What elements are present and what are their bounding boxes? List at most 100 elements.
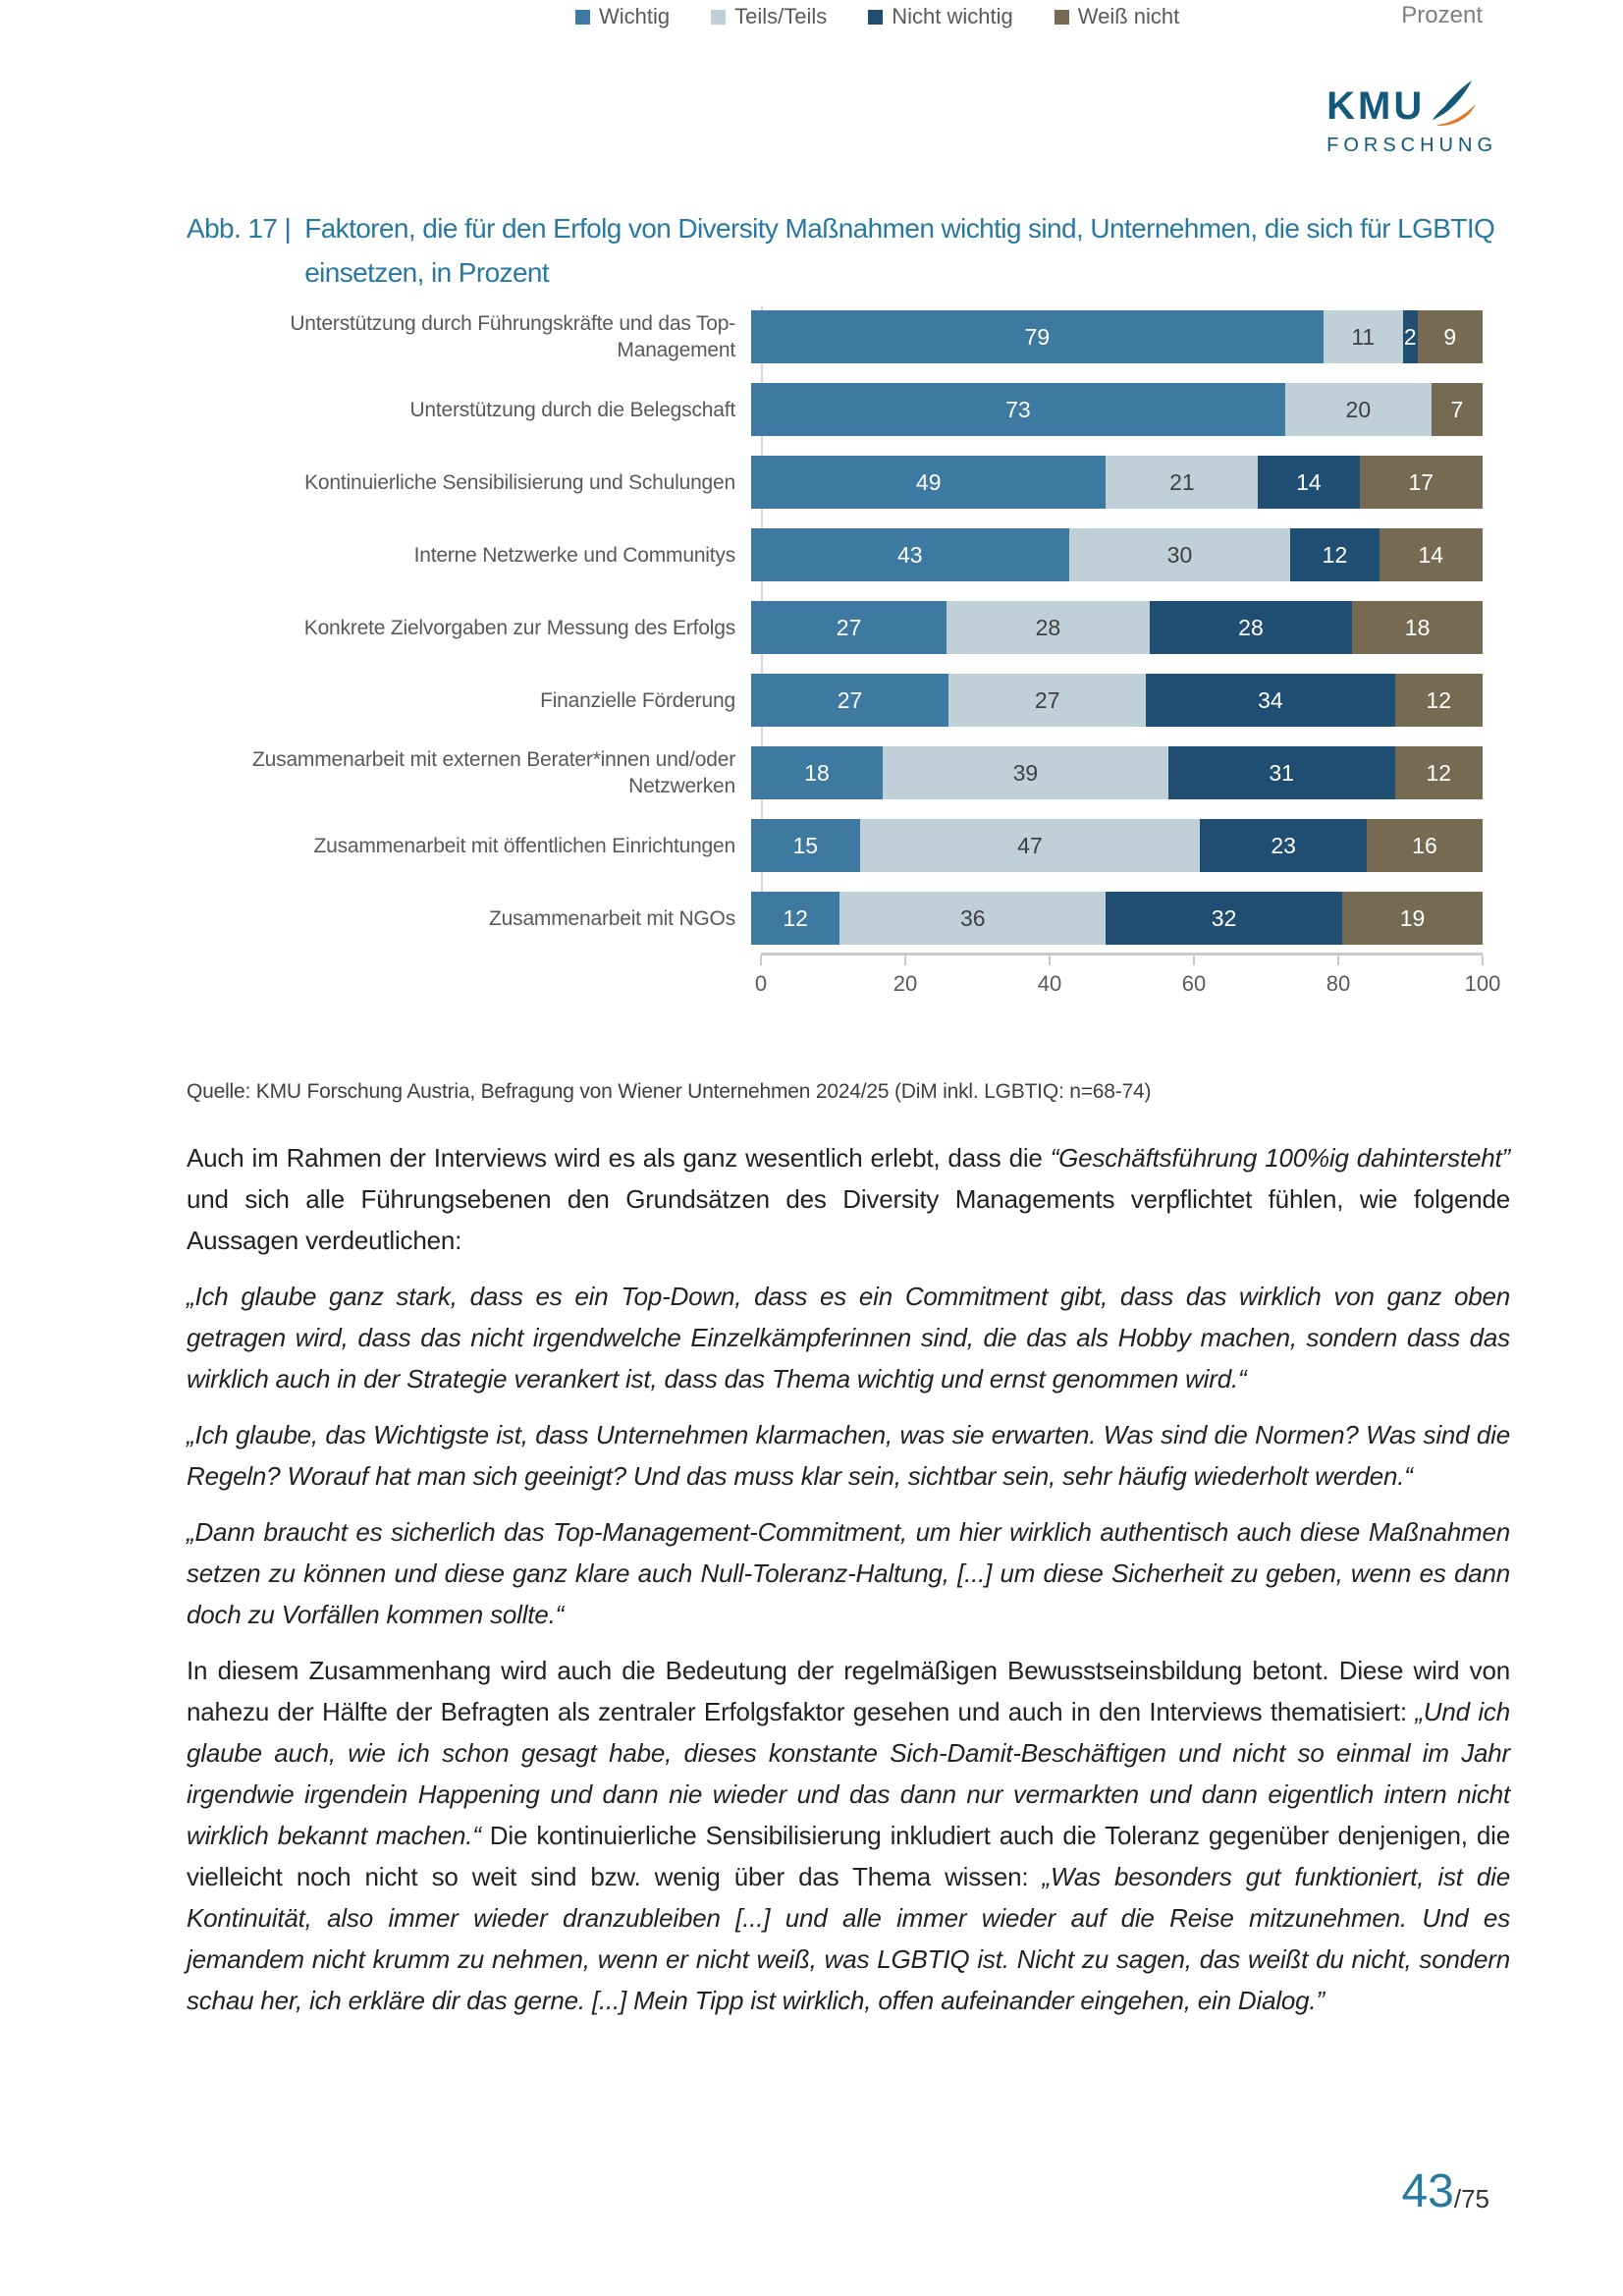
bar-segment: 73 [751,383,1285,436]
logo-kmu-text: KMU [1326,84,1426,128]
bar-segment: 14 [1258,456,1360,509]
x-axis-tick [1193,956,1195,965]
chart-row: Zusammenarbeit mit NGOs 12 36 32 19 [187,892,1483,945]
bar-track: 12 36 32 19 [751,892,1483,945]
category-label: Zusammenarbeit mit öffentlichen Einricht… [313,834,735,857]
chart-legend: Wichtig Teils/Teils Nicht wichtig Weiß nich… [187,0,1483,33]
bar-segment: 34 [1146,674,1395,727]
bar-segment: 18 [1352,601,1483,654]
x-axis-tick-label: 100 [1464,971,1501,996]
x-axis-tick [1337,956,1339,965]
chart-row: Zusammenarbeit mit externen Berater*inne… [187,746,1483,799]
bar-segment: 47 [859,819,1201,872]
bar-segment: 39 [883,746,1168,799]
category-label: Konkrete Zielvorgaben zur Messung des Er… [303,616,735,639]
category-label: Unterstützung durch Führungskräfte und d… [290,312,735,361]
inline-quote: “Geschäftsführung 100%ig dahintersteht” [1050,1143,1510,1173]
bar-segment: 12 [1394,674,1483,727]
figure-title: Abb. 17 | Faktoren, die für den Erfolg v… [187,206,1510,295]
category-label: Interne Netzwerke und Communitys [413,543,736,567]
legend-item: Teils/Teils [711,4,827,29]
x-axis-tick [760,956,762,965]
bar-segment: 16 [1366,819,1483,872]
bar-segment: 79 [751,310,1324,363]
bar-segment: 31 [1167,746,1395,799]
bar-track: 27 27 34 12 [751,674,1483,727]
bar-segment: 9 [1417,310,1483,363]
bar-segment: 17 [1359,456,1483,509]
chart-row: Unterstützung durch Führungskräfte und d… [187,310,1483,363]
legend-item: Weiß nicht [1054,4,1180,29]
legend-label: Teils/Teils [734,4,828,28]
source-note: Quelle: KMU Forschung Austria, Befragung… [187,1080,1152,1103]
category-label: Kontinuierliche Sensibilisierung und Sch… [304,470,735,494]
legend-swatch [575,9,590,25]
x-axis-tick [904,956,906,965]
bar-segment: 12 [751,892,840,945]
bar-segment: 28 [947,601,1150,654]
chart-row: Unterstützung durch die Belegschaft 73 20 7 [187,383,1483,436]
bar-track: 18 39 31 12 [751,746,1483,799]
block-quote: „Dann braucht es sicherlich das Top-Mana… [187,1517,1510,1629]
legend-item: Wichtig [575,4,670,29]
x-axis-tick-label: 40 [1037,971,1062,996]
category-label: Unterstützung durch die Belegschaft [409,398,735,421]
paragraph: Auch im Rahmen der Interviews wird es al… [187,1137,1510,1261]
chart-row: Interne Netzwerke und Communitys 43 30 12 14 [187,528,1483,581]
bar-track: 27 28 28 18 [751,601,1483,654]
paragraph-text: In diesem Zusammenhang wird auch die Bed… [187,1656,1510,1726]
chart-row: Finanzielle Förderung 27 27 34 12 [187,674,1483,727]
bar-track: 73 20 7 [751,383,1483,436]
paragraph-text: Auch im Rahmen der Interviews wird es al… [187,1143,1051,1173]
bar-segment: 14 [1379,528,1483,581]
bar-segment: 32 [1106,892,1342,945]
body-text: Auch im Rahmen der Interviews wird es al… [187,1137,1510,2036]
bar-segment: 27 [751,601,947,654]
x-axis-tick-label: 80 [1325,971,1351,996]
x-axis-tick-label: 60 [1181,971,1207,996]
bar-segment: 30 [1068,528,1291,581]
bar-track: 15 47 23 16 [751,819,1483,872]
legend-swatch [711,9,727,25]
paragraph-text: Die kontinuierliche Sensibilisierung ink… [187,1821,1510,1891]
legend-label: Weiß nicht [1077,4,1180,28]
bar-segment: 18 [751,746,884,799]
chart-row: Kontinuierliche Sensibilisierung und Sch… [187,456,1483,509]
bar-segment: 19 [1342,892,1483,945]
page-number-total: /75 [1453,2184,1489,2214]
bar-segment: 28 [1149,601,1353,654]
figure-number: Abb. 17 | [187,213,292,244]
page-number: 43 /75 [1401,2168,1489,2215]
chart-row: Konkrete Zielvorgaben zur Messung des Er… [187,601,1483,654]
bar-segment: 12 [1394,746,1483,799]
bar-segment: 27 [751,674,949,727]
category-label: Zusammenarbeit mit NGOs [489,906,735,930]
bar-segment: 15 [751,819,860,872]
bar-segment: 23 [1200,819,1367,872]
bar-segment: 43 [751,528,1069,581]
legend-item: Nicht wichtig [868,4,1013,29]
x-axis-tick-label: 0 [754,971,768,996]
bar-segment: 20 [1284,383,1432,436]
x-axis-tick [1482,956,1484,965]
page-number-current: 43 [1401,2165,1454,2217]
bar-segment: 21 [1106,456,1259,509]
legend-swatch [868,9,884,25]
inline-quote: „Was besonders gut funktioniert, ist die… [187,1862,1510,2015]
legend-label: Nicht wichtig [892,4,1013,28]
legend-swatch [1054,9,1069,25]
bar-segment: 49 [751,456,1107,509]
x-axis-unit-label: Prozent [1401,2,1483,28]
category-label: Finanzielle Förderung [540,688,735,712]
block-quote: „Ich glaube ganz stark, dass es ein Top-… [187,1282,1510,1394]
kmu-forschung-logo: KMU FORSCHUNG [1326,81,1497,157]
bar-segment: 2 [1402,310,1418,363]
category-label: Zusammenarbeit mit externen Berater*inne… [252,748,735,797]
bar-track: 49 21 14 17 [751,456,1483,509]
x-axis-tick-label: 20 [893,971,918,996]
logo-forschung-text: FORSCHUNG [1326,135,1497,156]
paragraph-text: und sich alle Führungsebenen den Grundsä… [187,1184,1510,1255]
legend-label: Wichtig [599,4,671,28]
figure-caption: Faktoren, die für den Erfolg von Diversi… [304,213,1495,288]
